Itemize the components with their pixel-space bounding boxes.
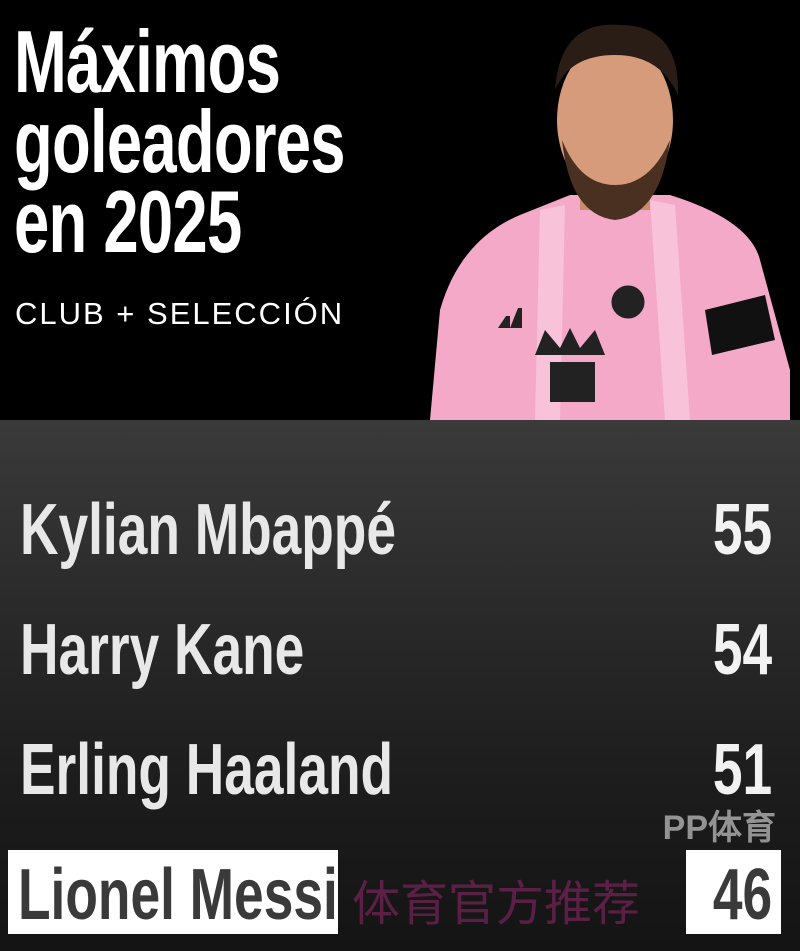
title-line: Máximos: [14, 12, 281, 111]
adidas-logo-icon: [498, 308, 522, 328]
club-crest-icon: [608, 282, 648, 322]
header-section: Máximos goleadores en 2025 CLUB + SELECC…: [0, 0, 800, 420]
watermark-logo: PP体育: [662, 809, 776, 847]
title-line: en 2025: [14, 172, 242, 271]
page-title: Máximos goleadores en 2025: [14, 12, 346, 271]
ranking-row-highlighted: Lionel Messi 46: [0, 850, 800, 935]
ranking-row: Erling Haaland 51: [0, 732, 800, 808]
player-name: Erling Haaland: [20, 730, 394, 810]
beard: [562, 140, 670, 220]
ranking-row: Kylian Mbappé 55: [0, 492, 800, 568]
goal-count: 54: [712, 610, 772, 690]
subtitle: CLUB + SELECCIÓN: [15, 296, 345, 331]
sponsor-crown-icon: [535, 328, 605, 402]
player-name: Kylian Mbappé: [20, 490, 396, 570]
goal-count: 46: [712, 855, 772, 935]
hair: [555, 24, 679, 95]
title-line: goleadores: [14, 92, 346, 191]
highlight-box: [686, 850, 781, 934]
highlight-box: [8, 850, 338, 934]
player-photo: [430, 24, 790, 420]
watermark-text: 体育官方推荐: [352, 876, 641, 932]
goal-count: 51: [712, 730, 772, 810]
armband: [705, 295, 775, 355]
goal-count: 55: [712, 490, 772, 570]
player-name: Harry Kane: [20, 610, 305, 690]
player-name: Lionel Messi: [18, 855, 338, 935]
head: [557, 40, 673, 200]
ranking-row: Harry Kane 54: [0, 612, 800, 688]
